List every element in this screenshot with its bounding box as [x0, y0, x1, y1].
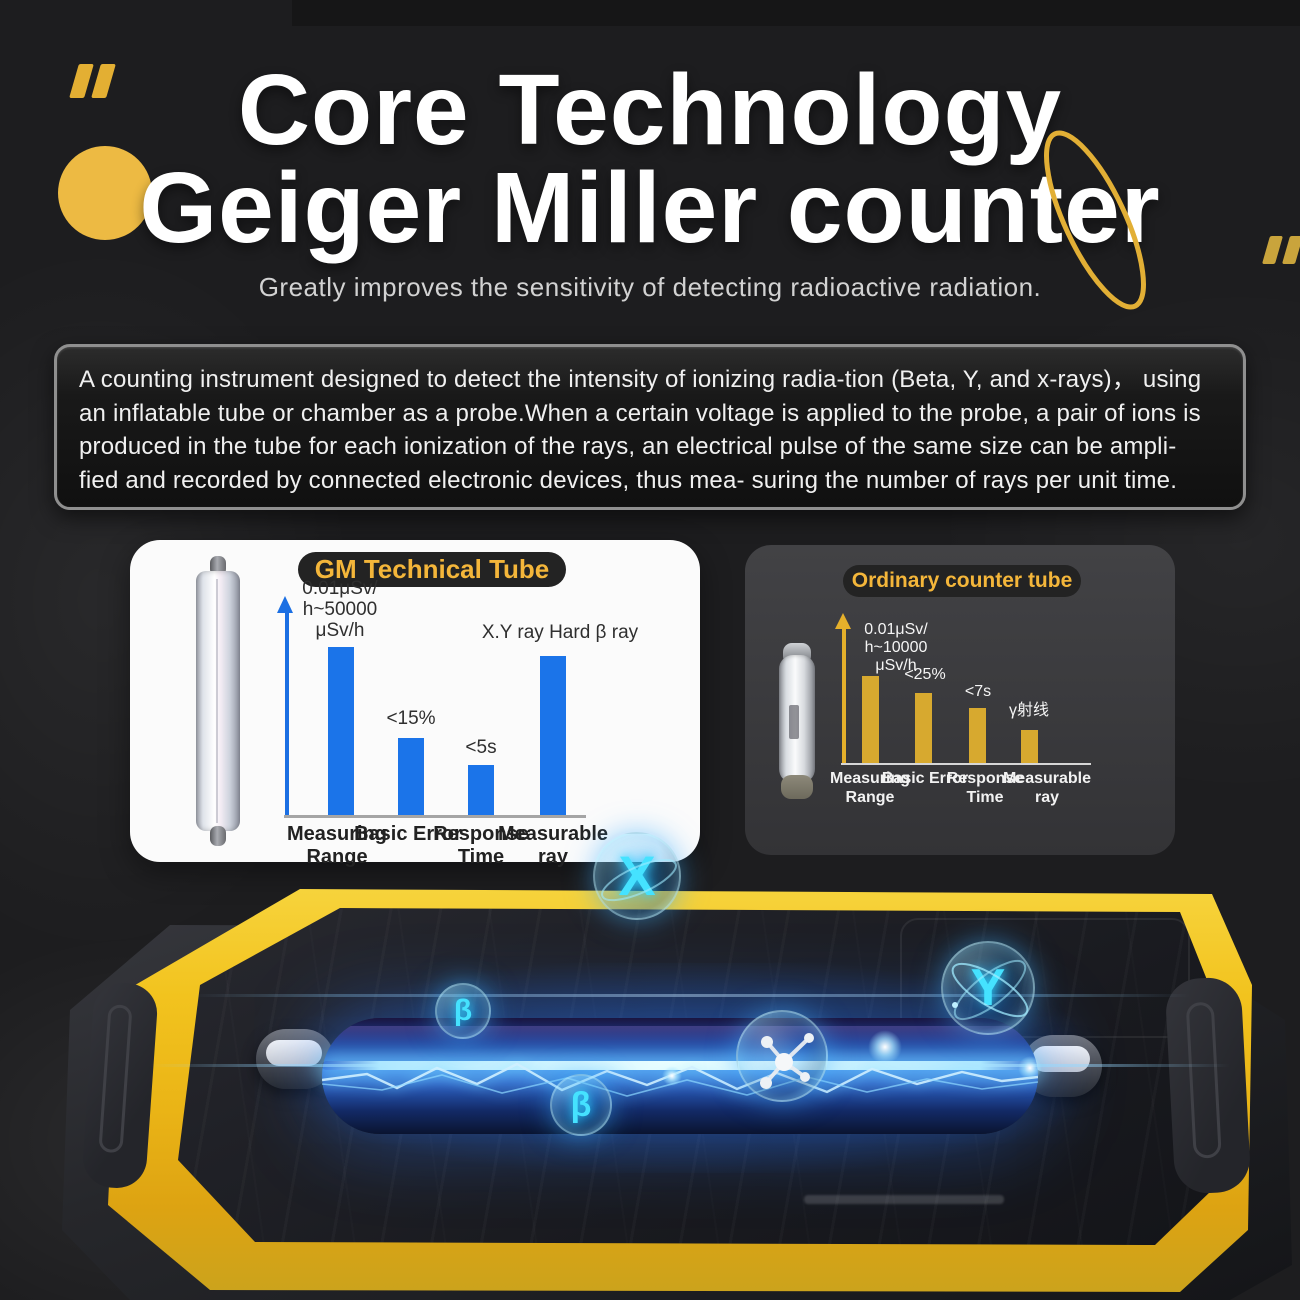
- window-highlight: [804, 1195, 1004, 1204]
- handle-groove: [1185, 1001, 1222, 1159]
- tube-glass: [196, 571, 240, 831]
- bar-value-label: <25%: [904, 666, 946, 683]
- y-axis: [285, 612, 289, 815]
- tube-core-beam: [322, 1061, 1038, 1070]
- beta-glyph: β: [453, 994, 473, 1027]
- category-label: Basic Error: [354, 823, 462, 845]
- page-title-line1: Core Technology: [237, 54, 1063, 166]
- beta-particle-icon: β: [550, 1074, 612, 1136]
- category-label: Measurable ray: [1002, 770, 1092, 806]
- bar-response-time: [468, 765, 494, 815]
- spark: [662, 1066, 682, 1086]
- description-text: A counting instrument designed to detect…: [79, 366, 1202, 494]
- bar-response-time: [969, 708, 986, 763]
- bar-measuring-range: [862, 676, 879, 763]
- tube-marking: [789, 705, 799, 739]
- gm-tube-image: [188, 556, 248, 846]
- bar-value-label: γ射线: [1008, 702, 1049, 719]
- light-streak: [190, 994, 1190, 997]
- bar-value-label: X.Y ray Hard β ray: [481, 622, 639, 643]
- subtitle: Greatly improves the sensitivity of dete…: [258, 272, 1042, 302]
- spark: [868, 1030, 902, 1064]
- halo-ellipse-icon: [1044, 130, 1146, 310]
- spark: [1018, 1056, 1042, 1080]
- molecule-icon: [736, 1010, 828, 1102]
- bar-basic-error: [398, 738, 424, 815]
- geiger-device-image: β β X: [0, 832, 1300, 1300]
- gm-tube-card: GM Technical Tube 0.01μSv/ h~50000 μSv/h…: [130, 540, 700, 868]
- category-label: Basic Error: [881, 770, 969, 787]
- close-quote-icon: [1261, 236, 1300, 264]
- bar-value-label: 0.01μSv/ h~50000 μSv/h: [302, 578, 378, 641]
- x-ray-particle-icon: X: [593, 832, 681, 920]
- category-label: Response Time: [946, 770, 1024, 806]
- quote-bar: [1281, 236, 1300, 264]
- category-label: Measuring Range: [286, 823, 388, 868]
- y-axis: [842, 629, 846, 763]
- tube-cap: [210, 826, 226, 846]
- category-label: Measuring Range: [829, 770, 910, 806]
- x-axis: [284, 815, 586, 818]
- gamma-particle-icon: Y: [941, 941, 1035, 1035]
- bar-basic-error: [915, 693, 932, 763]
- yellow-circle-accent: [58, 146, 152, 240]
- x-axis: [841, 763, 1091, 765]
- top-dark-strip: [292, 0, 1300, 26]
- right-handle: [1164, 976, 1252, 1195]
- tube-cap: [781, 775, 813, 799]
- description-box: A counting instrument designed to detect…: [54, 344, 1246, 510]
- beta-particle-icon: β: [435, 983, 491, 1039]
- ordinary-card-title: Ordinary counter tube: [843, 565, 1081, 597]
- category-label: Measurable ray: [497, 823, 609, 868]
- y-axis-arrow-icon: [835, 613, 851, 629]
- electrode-highlight: [266, 1040, 322, 1066]
- ordinary-tube-image: [773, 643, 821, 799]
- handle-groove: [98, 1004, 133, 1154]
- gm-card-title: GM Technical Tube: [298, 552, 566, 587]
- bar-value-label: <7s: [964, 683, 992, 700]
- left-electrode: [256, 1029, 334, 1089]
- beta-glyph: β: [570, 1086, 592, 1124]
- y-axis-arrow-icon: [277, 596, 293, 613]
- bar-measuring-range: [328, 647, 354, 815]
- category-label: Response Time: [433, 823, 529, 868]
- page-title-line2: Geiger Miller counter: [139, 152, 1161, 264]
- bar-value-label: <5s: [465, 737, 497, 758]
- bar-value-label: 0.01μSv/ h~10000 μSv/h: [864, 621, 928, 674]
- quote-bar: [1261, 236, 1284, 264]
- bar-value-label: <15%: [386, 708, 436, 729]
- bar-measurable-ray: [1021, 730, 1038, 763]
- tube-sheen: [322, 1026, 1038, 1048]
- ordinary-tube-card: Ordinary counter tube 0.01μSv/ h~10000 μ…: [745, 545, 1175, 855]
- bar-measurable-ray: [540, 656, 566, 815]
